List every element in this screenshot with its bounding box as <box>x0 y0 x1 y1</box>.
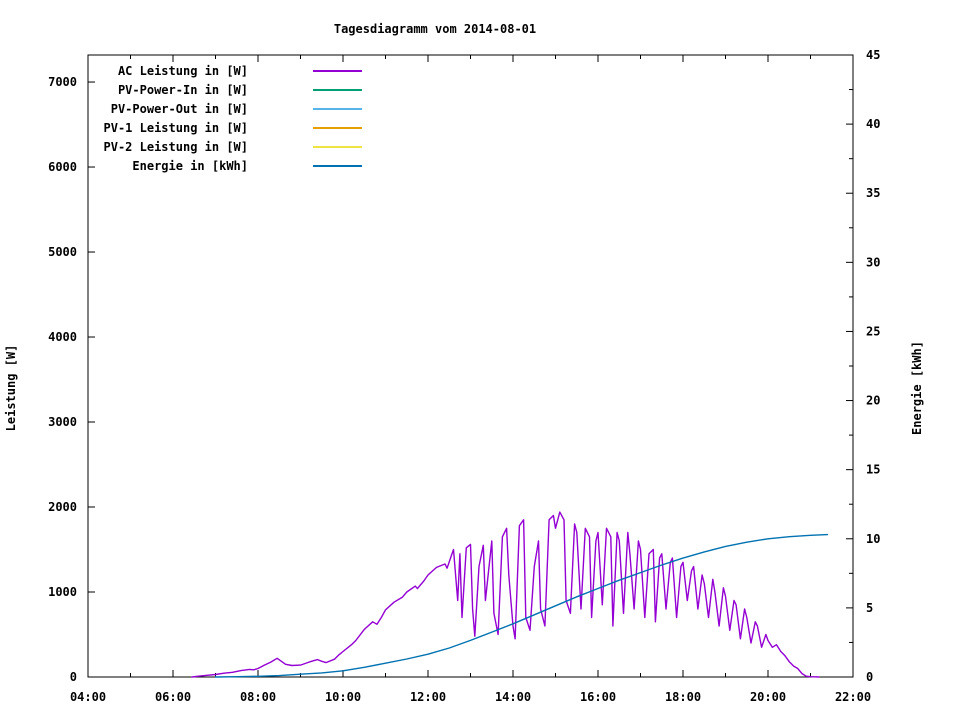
y-left-axis-label: Leistung [W] <box>4 345 18 432</box>
y-left-tick-label: 4000 <box>48 330 77 344</box>
y-right-tick-label: 0 <box>866 670 873 684</box>
chart-title: Tagesdiagramm vom 2014-08-01 <box>334 22 536 36</box>
y-left-tick-label: 2000 <box>48 500 77 514</box>
y-right-tick-label: 35 <box>866 186 880 200</box>
y-left-tick-label: 5000 <box>48 245 77 259</box>
x-tick-label: 22:00 <box>835 690 871 704</box>
y-left-tick-label: 7000 <box>48 75 77 89</box>
legend-label-pv-power-out: PV-Power-Out in [W] <box>111 102 248 116</box>
x-tick-label: 20:00 <box>750 690 786 704</box>
series-line-ac-leistung <box>191 511 820 678</box>
y-right-tick-label: 25 <box>866 324 880 338</box>
x-tick-label: 18:00 <box>665 690 701 704</box>
x-tick-label: 04:00 <box>70 690 106 704</box>
legend-label-pv2-leistung: PV-2 Leistung in [W] <box>104 140 249 154</box>
legend-label-pv1-leistung: PV-1 Leistung in [W] <box>104 121 249 135</box>
y-right-tick-label: 5 <box>866 601 873 615</box>
y-left-tick-label: 3000 <box>48 415 77 429</box>
x-tick-label: 10:00 <box>325 690 361 704</box>
y-left-tick-label: 1000 <box>48 585 77 599</box>
legend-label-ac-leistung: AC Leistung in [W] <box>118 64 248 78</box>
x-tick-label: 14:00 <box>495 690 531 704</box>
y-right-axis-label: Energie [kWh] <box>910 341 924 435</box>
y-right-tick-label: 20 <box>866 394 880 408</box>
y-right-tick-label: 30 <box>866 255 880 269</box>
y-left-tick-label: 0 <box>70 670 77 684</box>
y-right-tick-label: 15 <box>866 463 880 477</box>
x-tick-label: 06:00 <box>155 690 191 704</box>
legend-label-pv-power-in: PV-Power-In in [W] <box>118 83 248 97</box>
series-line-energie <box>214 533 829 678</box>
y-right-tick-label: 40 <box>866 117 880 131</box>
y-right-tick-label: 10 <box>866 532 880 546</box>
legend-label-energie: Energie in [kWh] <box>132 159 248 173</box>
x-tick-label: 16:00 <box>580 690 616 704</box>
y-left-tick-label: 6000 <box>48 160 77 174</box>
y-right-tick-label: 45 <box>866 48 880 62</box>
x-tick-label: 12:00 <box>410 690 446 704</box>
x-tick-label: 08:00 <box>240 690 276 704</box>
